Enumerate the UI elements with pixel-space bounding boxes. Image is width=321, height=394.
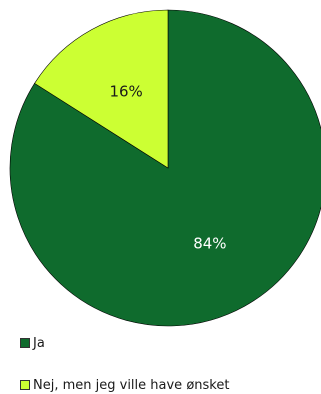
legend-swatch-nej [20,379,30,390]
pie-data-labels: 84% 16% [109,82,226,252]
pie-slice-1 [34,9,169,169]
legend-label-ja: Ja [33,336,45,351]
legend-swatch-ja [20,337,30,348]
pie-data-label-1: 16% [109,82,142,100]
legend-item-nej: Nej, men jeg ville have ønsket [20,378,320,394]
legend-item-ja: Ja [20,336,320,352]
pie-data-label-0: 84% [193,235,226,253]
pie-slice-0 [9,9,321,327]
pie-slices [9,9,321,327]
chart-legend: Ja Nej, men jeg ville have ønsket [20,336,320,394]
legend-label-nej: Nej, men jeg ville have ønsket [33,378,230,393]
